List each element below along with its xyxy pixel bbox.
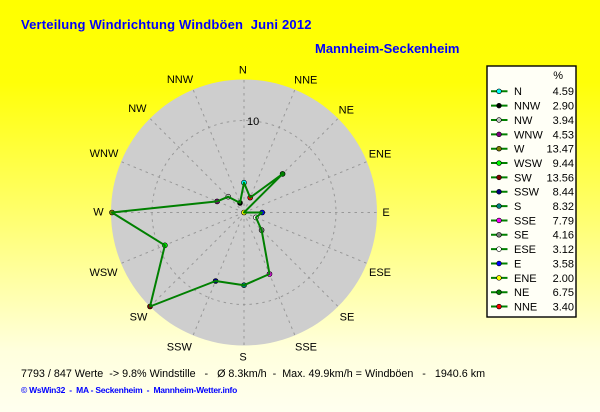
svg-text:4.16: 4.16 [553,230,574,242]
svg-text:Mannheim-Seckenheim: Mannheim-Seckenheim [315,41,460,56]
svg-text:%: % [553,70,563,82]
svg-text:NE: NE [514,287,529,299]
svg-text:4.53: 4.53 [553,129,574,141]
svg-text:Verteilung Windrichtung Windbö: Verteilung Windrichtung Windböen Juni 20… [21,17,312,32]
svg-text:E: E [382,207,389,219]
svg-text:W: W [514,144,525,156]
svg-text:NW: NW [514,115,533,127]
svg-text:SW: SW [514,172,532,184]
svg-text:NNW: NNW [167,74,194,86]
svg-text:NNE: NNE [294,75,317,87]
svg-text:8.32: 8.32 [553,201,574,213]
svg-text:NNE: NNE [514,301,537,313]
svg-text:2.90: 2.90 [553,101,574,113]
svg-text:6.75: 6.75 [553,287,574,299]
svg-text:S: S [239,352,246,364]
svg-text:WSW: WSW [514,158,543,170]
svg-text:ENE: ENE [514,273,537,285]
svg-text:SW: SW [130,311,148,323]
svg-text:3.40: 3.40 [553,301,574,313]
svg-text:3.12: 3.12 [553,244,574,256]
svg-text:4.59: 4.59 [553,86,574,98]
svg-text:ESE: ESE [514,244,536,256]
svg-text:13.56: 13.56 [546,172,574,184]
svg-text:WNW: WNW [514,129,543,141]
svg-text:SSE: SSE [514,215,536,227]
svg-text:SE: SE [340,311,355,323]
svg-text:WSW: WSW [89,267,118,279]
svg-text:2.00: 2.00 [553,273,574,285]
svg-text:E: E [514,258,521,270]
svg-text:ENE: ENE [369,149,392,161]
svg-text:W: W [93,207,104,219]
svg-text:8.44: 8.44 [553,187,574,199]
svg-text:SSW: SSW [167,341,193,353]
svg-text:3.94: 3.94 [553,115,574,127]
svg-text:SSE: SSE [295,341,317,353]
svg-text:N: N [514,86,522,98]
svg-text:7.79: 7.79 [553,215,574,227]
svg-text:9.44: 9.44 [553,158,574,170]
svg-text:13.47: 13.47 [546,144,574,156]
svg-text:10: 10 [247,116,259,128]
svg-text:NE: NE [339,105,354,117]
svg-text:WNW: WNW [90,148,119,160]
svg-text:ESE: ESE [369,267,391,279]
svg-text:NNW: NNW [514,101,541,113]
svg-text:SE: SE [514,230,529,242]
svg-text:SSW: SSW [514,187,540,199]
svg-text:S: S [514,201,521,213]
svg-text:N: N [239,65,247,77]
svg-text:3.58: 3.58 [553,258,574,270]
svg-text:© WsWin32 - MA - Seckenheim: © WsWin32 - MA - Seckenheim - Mannheim-W… [21,385,237,395]
svg-text:NW: NW [128,103,147,115]
svg-text:7793 / 847 Werte -> 9.8% Wind: 7793 / 847 Werte -> 9.8% Windstille - Ø … [21,368,485,380]
